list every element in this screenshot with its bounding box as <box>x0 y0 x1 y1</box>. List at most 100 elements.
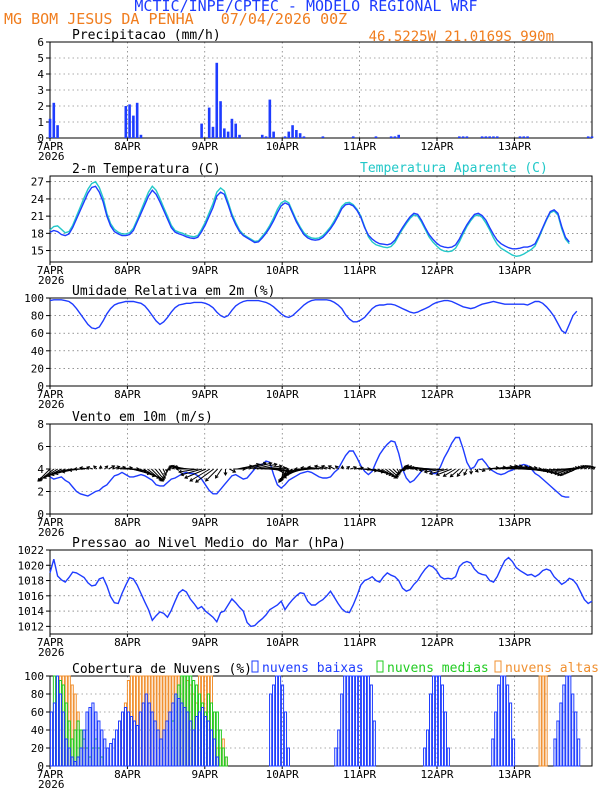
wind-arrowhead <box>104 465 109 470</box>
cloud-low-bar <box>212 738 216 767</box>
wind-vector <box>450 468 460 478</box>
cloud-low-bar <box>144 693 148 767</box>
x-tick-label: 9APR <box>192 264 219 277</box>
precip-bar <box>461 136 465 138</box>
wind-speed-line <box>49 436 570 498</box>
cloud-low-bar <box>215 756 219 767</box>
wind-vector <box>576 465 586 470</box>
wind-arrowhead <box>162 474 166 479</box>
precip-bar <box>298 133 302 138</box>
wind-vector <box>545 468 566 475</box>
x-tick-label: 12APR <box>420 388 453 401</box>
wind-arrowhead <box>463 471 468 476</box>
x-tick-label: 8APR <box>114 636 141 649</box>
precip-bar <box>295 130 298 138</box>
x-tick-label: 9APR <box>192 768 219 781</box>
wind-vector <box>215 468 222 479</box>
x-tick-label: 9APR <box>192 388 219 401</box>
wind-vector <box>513 467 537 470</box>
x-year-label: 2026 <box>38 398 65 411</box>
x-year-label: 2026 <box>38 646 65 659</box>
wind-arrowhead <box>279 477 283 482</box>
x-tick-label: 12APR <box>420 516 453 529</box>
cloud-low-bar <box>577 738 581 767</box>
cloud-low-bar <box>58 693 62 767</box>
y-tick-label: 1 <box>37 116 44 129</box>
apparent-temp-legend: Temperatura Aparente (C) <box>360 161 548 176</box>
x-tick-label: 10APR <box>266 768 299 781</box>
wind-vector <box>86 466 94 470</box>
y-tick-label: 18 <box>31 227 44 240</box>
precip-bar <box>518 136 522 138</box>
wind-vector <box>321 465 331 470</box>
x-tick-label: 8APR <box>114 768 141 781</box>
x-tick-label: 7APR <box>37 516 64 529</box>
x-tick-label: 13APR <box>498 636 531 649</box>
cloud-low-bar <box>120 711 125 767</box>
cloud-low-bar <box>349 675 353 767</box>
panel-title: Precipitacao (mm/h) <box>72 28 221 43</box>
wind-arrowhead <box>273 462 278 467</box>
wind-vector <box>583 465 591 470</box>
cloud-low-bar <box>150 711 154 767</box>
wind-arrowhead <box>474 468 479 473</box>
wind-vector <box>510 466 532 470</box>
wind-vector <box>240 463 260 470</box>
precip-bar <box>458 136 461 138</box>
wind-arrowhead <box>405 464 410 469</box>
cloud-low-bar <box>209 729 213 767</box>
precip-bar <box>393 136 397 138</box>
wind-vector <box>244 462 267 470</box>
precip-bar <box>495 136 499 138</box>
station-coords: 46.5225W 21.0169S 990m <box>368 29 554 45</box>
plot-frame <box>49 675 593 767</box>
wind-vector <box>180 468 203 476</box>
cloud-low-bar <box>82 729 86 767</box>
y-tick-label: 8 <box>37 418 44 431</box>
precip-bar <box>351 136 355 138</box>
y-tick-label: 60 <box>31 327 44 340</box>
cloud-low-bar <box>91 702 95 767</box>
wind-arrowhead <box>46 473 51 478</box>
wind-vector <box>147 468 163 482</box>
wind-arrowhead <box>73 467 78 471</box>
cloud-low-bar <box>135 725 139 767</box>
wind-vector <box>556 468 574 471</box>
cloud-low-bar <box>55 675 59 767</box>
cloud-low-bar <box>429 693 433 767</box>
cloud-low-bar <box>94 711 98 767</box>
wind-arrowhead <box>163 471 167 476</box>
plot-frame <box>49 549 593 635</box>
x-tick-label: 12APR <box>420 768 453 781</box>
legend-label: nuvens medias <box>387 661 489 676</box>
y-tick-label: 40 <box>31 345 44 358</box>
wind-arrowhead <box>178 469 182 474</box>
precip-bar <box>128 104 131 138</box>
x-tick-label: 12APR <box>420 264 453 277</box>
cloud-low-bar <box>162 729 166 767</box>
precip-bar <box>200 123 203 138</box>
plot-frame <box>49 41 593 139</box>
precip-bar <box>139 134 143 138</box>
x-year-label: 2026 <box>38 150 65 163</box>
wind-arrowhead <box>195 479 199 483</box>
wind-arrowhead <box>589 465 594 470</box>
cloud-low-bar <box>165 720 169 767</box>
cloud-low-bar <box>153 720 157 767</box>
cloud-low-bar <box>129 716 134 767</box>
cloud-low-bar <box>491 738 495 767</box>
wind-arrowhead <box>61 469 66 474</box>
x-tick-label: 10APR <box>266 264 299 277</box>
y-tick-label: 6 <box>37 36 44 49</box>
humidity-line <box>49 299 578 335</box>
y-tick-label: 1016 <box>18 590 45 603</box>
x-tick-label: 13APR <box>498 768 531 781</box>
panel-title: Cobertura de Nuvens (%) <box>72 662 252 677</box>
precip-bar <box>264 136 268 138</box>
wind-vector <box>205 468 219 482</box>
wind-vector <box>541 468 564 476</box>
wind-vector <box>580 465 589 470</box>
precip-bar <box>215 62 219 138</box>
cloud-low-bar <box>203 716 208 767</box>
